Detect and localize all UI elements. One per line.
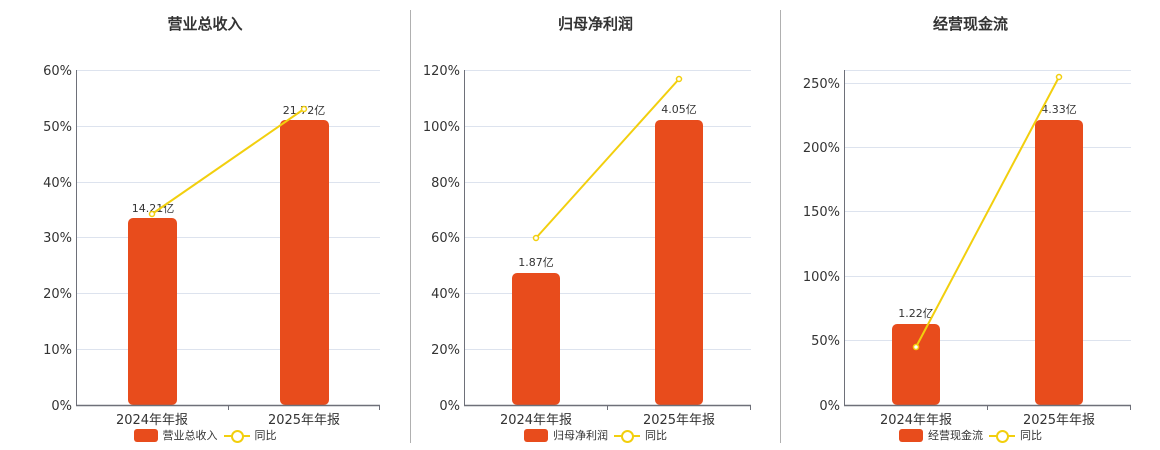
y-axis-labels: 0% 50% 100% 150% 200% 250% bbox=[803, 77, 840, 414]
legend-item-bar[interactable]: 经营现金流 bbox=[899, 427, 983, 443]
svg-text:4.33亿: 4.33亿 bbox=[1041, 103, 1077, 116]
bar-2024[interactable] bbox=[512, 273, 560, 405]
legend-item-bar[interactable]: 营业总收入 bbox=[133, 427, 218, 443]
x-axis-labels: 2024年年报 2025年年报 bbox=[880, 413, 1095, 428]
svg-text:60%: 60% bbox=[43, 64, 72, 79]
svg-text:2024年年报: 2024年年报 bbox=[880, 413, 952, 428]
legend-item-bar[interactable]: 归母净利润 bbox=[524, 427, 608, 443]
bar-2025[interactable] bbox=[280, 120, 329, 405]
chart-plot: 0% 50% 100% 150% 200% 250% 1.22亿 4.33亿 2… bbox=[803, 70, 1131, 428]
bar-swatch-icon bbox=[899, 428, 923, 442]
bar-labels: 1.87亿 4.05亿 bbox=[518, 103, 697, 269]
panel-divider bbox=[410, 10, 411, 443]
legend: 归母净利润 同比 bbox=[411, 427, 780, 443]
panel-divider bbox=[780, 10, 781, 443]
chart-title: 营业总收入 bbox=[167, 15, 243, 33]
svg-text:120%: 120% bbox=[423, 64, 460, 79]
bar-2024[interactable] bbox=[128, 218, 177, 405]
svg-text:2025年年报: 2025年年报 bbox=[1023, 413, 1095, 428]
chart-title: 归母净利润 bbox=[557, 15, 633, 33]
line-swatch-icon bbox=[989, 429, 1015, 443]
legend-item-line[interactable]: 同比 bbox=[223, 427, 277, 443]
svg-text:60%: 60% bbox=[431, 231, 460, 246]
chart-plot: 0% 10% 20% 30% 40% 50% 60% 14.21亿 21.72亿… bbox=[43, 64, 380, 428]
svg-text:2025年年报: 2025年年报 bbox=[268, 413, 340, 428]
svg-text:10%: 10% bbox=[43, 343, 72, 358]
bar-2024[interactable] bbox=[892, 324, 940, 405]
yoy-line bbox=[535, 78, 680, 239]
chart-panel-revenue: 营业总收入 0% 10% 20% 30% 40% 50% 60% 14.21亿 … bbox=[0, 0, 410, 450]
yoy-line bbox=[151, 108, 305, 215]
svg-text:30%: 30% bbox=[43, 231, 72, 246]
legend-item-line[interactable]: 同比 bbox=[989, 427, 1042, 443]
yoy-point[interactable] bbox=[912, 343, 920, 351]
svg-text:0%: 0% bbox=[439, 399, 460, 414]
chart-title: 经营现金流 bbox=[932, 15, 1008, 33]
grid-lines bbox=[845, 70, 1131, 341]
svg-text:250%: 250% bbox=[803, 77, 840, 92]
yoy-point[interactable] bbox=[148, 210, 156, 218]
svg-text:200%: 200% bbox=[803, 141, 840, 156]
chart-panel-operating-cashflow: 经营现金流 0% 50% 100% 150% 200% 250% 1.22亿 4… bbox=[781, 0, 1160, 450]
svg-text:4.05亿: 4.05亿 bbox=[661, 103, 697, 116]
y-axis-labels: 0% 10% 20% 30% 40% 50% 60% bbox=[43, 64, 72, 414]
svg-text:2024年年报: 2024年年报 bbox=[116, 413, 188, 428]
svg-text:1.22亿: 1.22亿 bbox=[898, 307, 934, 320]
svg-text:2025年年报: 2025年年报 bbox=[643, 413, 715, 428]
chart-plot: 0% 20% 40% 60% 80% 100% 120% 1.87亿 4.05亿… bbox=[423, 64, 751, 428]
svg-text:0%: 0% bbox=[51, 399, 72, 414]
legend: 经营现金流 同比 bbox=[781, 427, 1160, 443]
yoy-point[interactable] bbox=[1055, 73, 1063, 81]
svg-text:40%: 40% bbox=[431, 287, 460, 302]
svg-text:50%: 50% bbox=[811, 334, 840, 349]
bar-swatch-icon bbox=[133, 428, 158, 442]
line-swatch-icon bbox=[614, 429, 640, 443]
bar-2025[interactable] bbox=[655, 120, 703, 405]
svg-text:20%: 20% bbox=[431, 343, 460, 358]
svg-text:20%: 20% bbox=[43, 287, 72, 302]
yoy-point[interactable] bbox=[300, 105, 308, 113]
grid-lines bbox=[77, 70, 380, 350]
legend: 营业总收入 同比 bbox=[0, 427, 410, 443]
yoy-point[interactable] bbox=[675, 75, 683, 83]
x-axis-labels: 2024年年报 2025年年报 bbox=[500, 413, 715, 428]
svg-text:100%: 100% bbox=[803, 270, 840, 285]
svg-text:0%: 0% bbox=[819, 399, 840, 414]
svg-text:40%: 40% bbox=[43, 176, 72, 191]
svg-text:50%: 50% bbox=[43, 120, 72, 135]
svg-text:1.87亿: 1.87亿 bbox=[518, 256, 554, 269]
bar-2025[interactable] bbox=[1035, 120, 1083, 405]
x-axis-labels: 2024年年报 2025年年报 bbox=[116, 413, 340, 428]
yoy-point[interactable] bbox=[532, 234, 540, 242]
legend-item-line[interactable]: 同比 bbox=[614, 427, 667, 443]
bar-swatch-icon bbox=[524, 428, 548, 442]
bar-labels: 1.22亿 4.33亿 bbox=[898, 103, 1077, 320]
grid-lines bbox=[465, 70, 751, 350]
line-swatch-icon bbox=[223, 429, 250, 443]
svg-text:100%: 100% bbox=[423, 120, 460, 135]
svg-text:150%: 150% bbox=[803, 205, 840, 220]
chart-panel-net-profit: 归母净利润 0% 20% 40% 60% 80% 100% 120% 1.87亿… bbox=[411, 0, 780, 450]
y-axis-labels: 0% 20% 40% 60% 80% 100% 120% bbox=[423, 64, 460, 414]
svg-text:80%: 80% bbox=[431, 176, 460, 191]
yoy-line bbox=[915, 76, 1060, 348]
svg-text:2024年年报: 2024年年报 bbox=[500, 413, 572, 428]
